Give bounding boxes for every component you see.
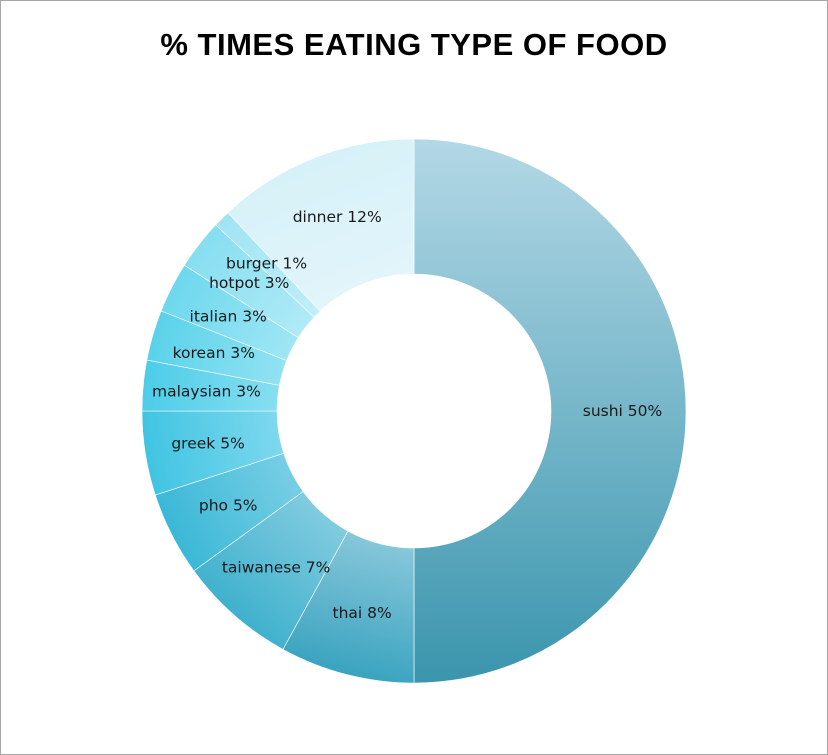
label-pho: pho 5% bbox=[199, 497, 258, 515]
label-greek: greek 5% bbox=[171, 435, 244, 453]
slice-sushi bbox=[413, 138, 687, 684]
label-thai: thai 8% bbox=[333, 604, 392, 622]
label-sushi: sushi 50% bbox=[583, 402, 662, 420]
chart-title: % TIMES EATING TYPE OF FOOD bbox=[160, 27, 668, 62]
label-hotpot: hotpot 3% bbox=[209, 274, 289, 292]
label-korean: korean 3% bbox=[173, 344, 255, 362]
label-taiwanese: taiwanese 7% bbox=[222, 558, 331, 576]
slice-dinner bbox=[227, 138, 415, 312]
label-italian: italian 3% bbox=[190, 307, 267, 325]
label-dinner: dinner 12% bbox=[293, 208, 382, 226]
label-burger: burger 1% bbox=[226, 255, 307, 273]
label-malaysian: malaysian 3% bbox=[152, 382, 261, 400]
